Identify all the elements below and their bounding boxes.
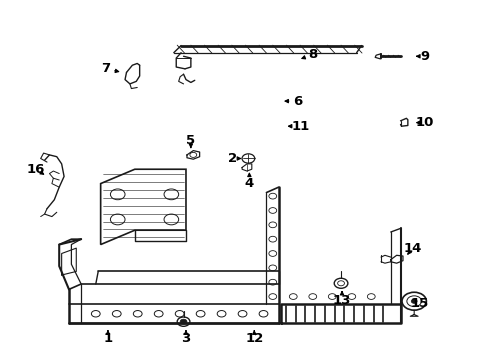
Text: 5: 5	[186, 134, 195, 147]
Text: 8: 8	[307, 48, 317, 61]
Text: 3: 3	[181, 332, 190, 345]
Text: 10: 10	[415, 116, 433, 129]
Text: 9: 9	[420, 50, 428, 63]
Text: 2: 2	[227, 152, 236, 165]
Text: 1: 1	[103, 332, 112, 345]
Text: 7: 7	[101, 62, 110, 75]
Text: 16: 16	[26, 163, 45, 176]
Text: 14: 14	[403, 242, 421, 255]
Text: 12: 12	[244, 332, 263, 345]
Text: 6: 6	[293, 95, 302, 108]
Circle shape	[180, 319, 186, 324]
Text: 11: 11	[291, 120, 309, 133]
Circle shape	[410, 299, 416, 303]
Text: 15: 15	[410, 297, 428, 310]
Text: 13: 13	[332, 294, 350, 307]
Text: 4: 4	[244, 177, 253, 190]
